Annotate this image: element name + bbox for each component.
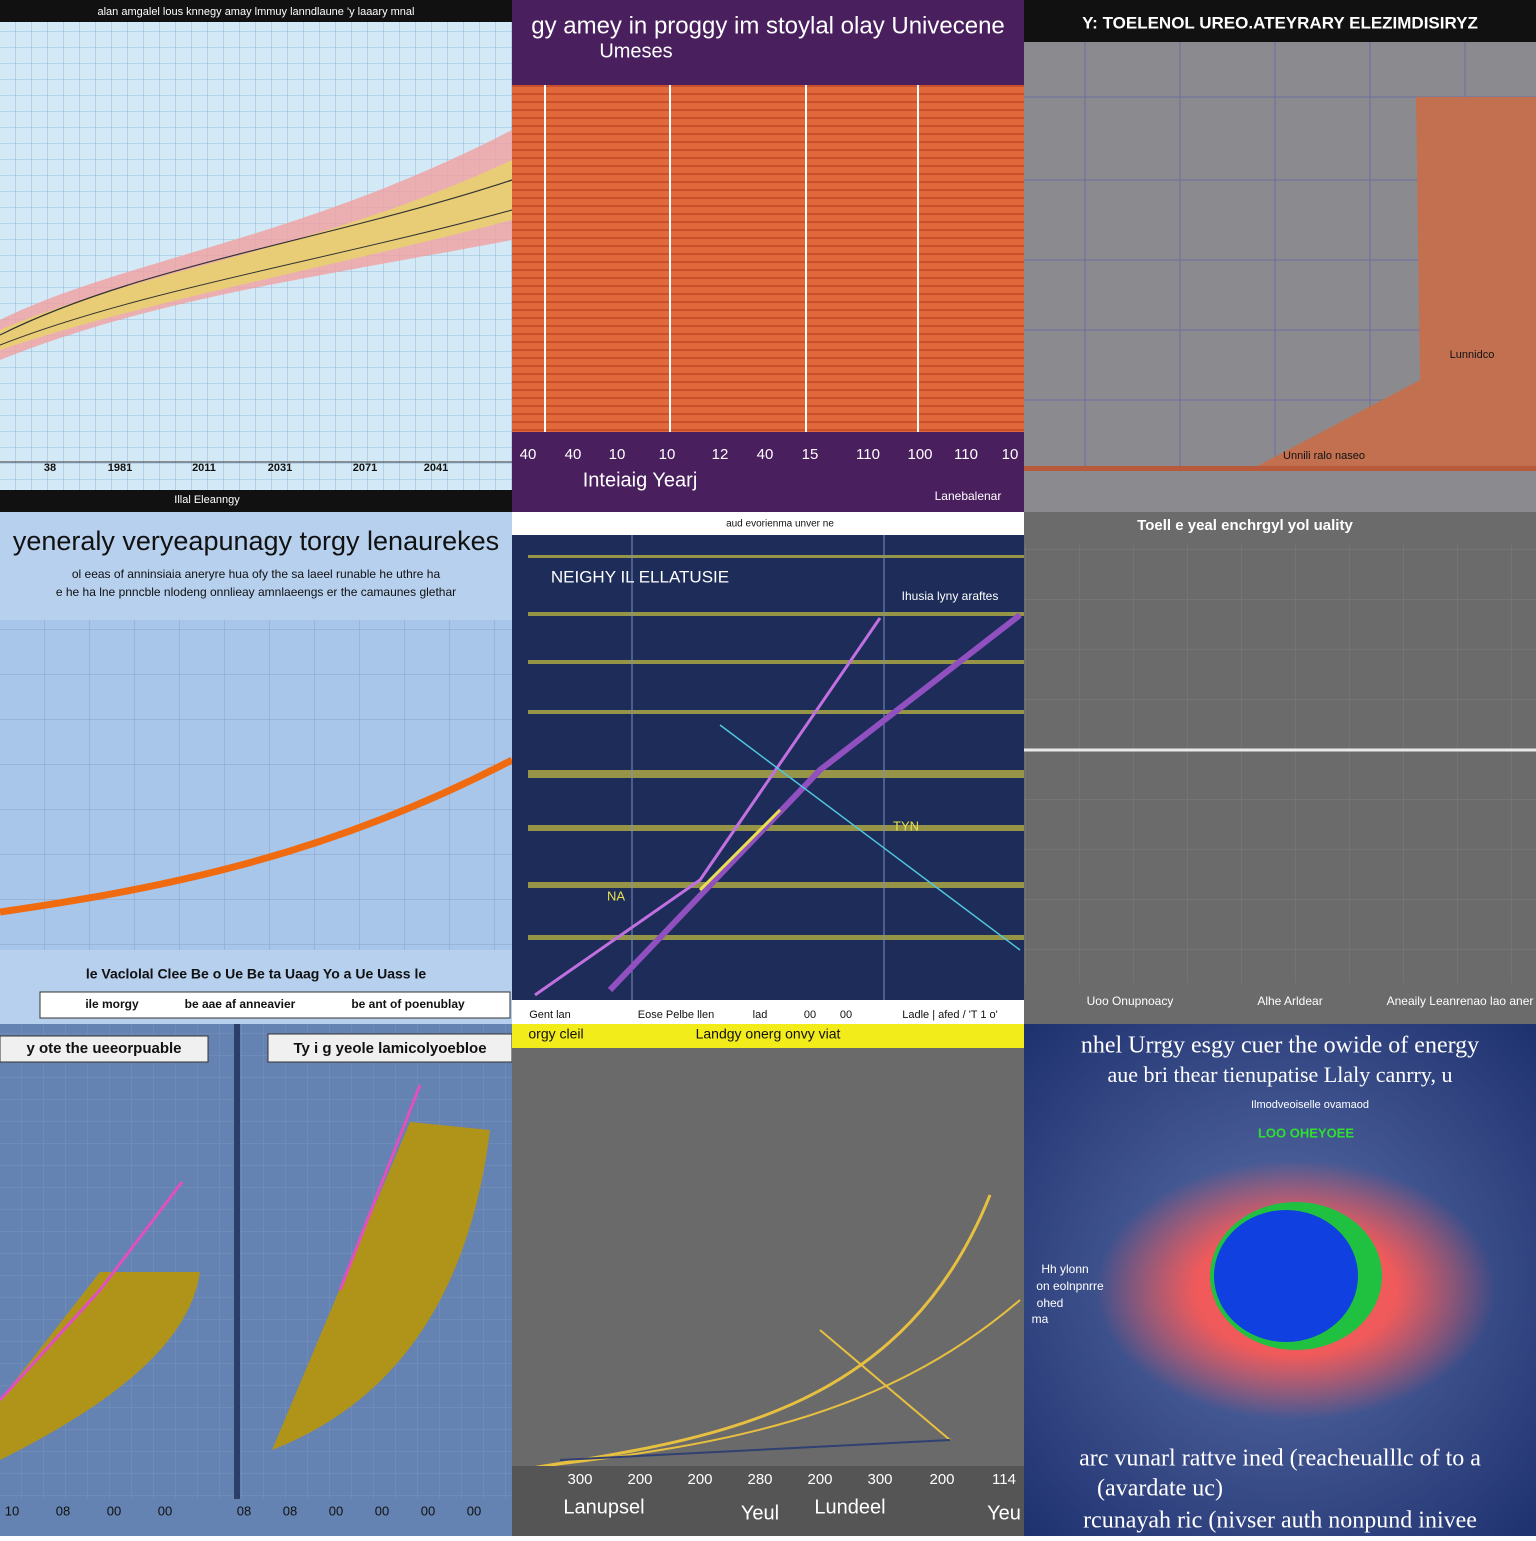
- tick-label: Gent lan: [529, 1009, 571, 1021]
- footer-line: arc vunarl rattve ined (reacheualllc of …: [1079, 1446, 1481, 1472]
- tick-label: 10: [609, 446, 626, 463]
- panel: Y: TOELENOL UREO.ATEYRARY ELEZIMDISIRYZ …: [1024, 0, 1536, 512]
- tick-label: Eose Pelbe llen: [638, 1009, 714, 1021]
- title-line: nhel Urrgy esgy cuer the owide of energy: [1081, 1033, 1479, 1059]
- tick-label: lad: [753, 1009, 768, 1021]
- footer-line: rcunayah ric (nivser auth nonpund inivee: [1083, 1508, 1477, 1534]
- tick-label: 300: [567, 1471, 592, 1488]
- axis-label: Yeul: [741, 1502, 779, 1524]
- panel: nhel Urrgy esgy cuer the owide of energy…: [1024, 1024, 1536, 1536]
- tick-label: 00: [158, 1503, 172, 1518]
- tick-label: 300: [867, 1471, 892, 1488]
- tick-label: 114: [992, 1471, 1016, 1488]
- tick-label: 200: [807, 1471, 832, 1488]
- tick-label: 110: [856, 446, 880, 463]
- panel: alan amgalel lous knnegy amay lmmuy lann…: [0, 0, 513, 512]
- tick-row: le Vaclolal Clee Be o Ue Be ta Uaag Yo a…: [86, 966, 427, 982]
- side-label: ma: [1032, 1312, 1049, 1326]
- panel-title: Y: TOELENOL UREO.ATEYRARY ELEZIMDISIRYZ: [1082, 13, 1478, 32]
- tick-label: 2071: [353, 462, 377, 474]
- tick-label: 00: [329, 1503, 343, 1518]
- inner-title: NEIGHY IL ELLATUSIE: [551, 567, 729, 586]
- tick-label: 08: [56, 1503, 70, 1518]
- tick-label: 200: [627, 1471, 652, 1488]
- tick-label: Ladle | afed / 'T 1 o': [902, 1009, 998, 1021]
- tick-label: 40: [757, 446, 774, 463]
- tick-label: 40: [520, 446, 537, 463]
- panel: aud evorienma unver ne NEIGHY IL ELLATUS…: [512, 512, 1024, 1024]
- title-line: aue bri thear tienupatise Llaly canrry, …: [1108, 1062, 1453, 1087]
- x-label: Alhe Arldear: [1257, 994, 1322, 1008]
- tick-label: 200: [929, 1471, 954, 1488]
- annotation: TYN: [893, 818, 919, 833]
- axis-label: Lanupsel: [563, 1496, 644, 1518]
- annotation: Unnili ralo naseo: [1283, 450, 1365, 462]
- legend-entry: ile morgy: [85, 997, 139, 1011]
- axis-label: Inteiaig Yearj: [583, 469, 698, 491]
- subtitle-line: ol eeas of anninsiaia aneryre hua ofy th…: [72, 567, 441, 581]
- tick-label: 00: [840, 1009, 852, 1021]
- panel-subtitle: Umeses: [599, 40, 672, 62]
- annotation: Ihusia lyny araftes: [902, 589, 999, 603]
- tick-label: 10: [5, 1503, 19, 1518]
- tick-label: 2011: [192, 462, 216, 474]
- tick-label: 280: [747, 1471, 772, 1488]
- tick-label: 00: [107, 1503, 121, 1518]
- tick-label: 200: [687, 1471, 712, 1488]
- panel: yeneraly veryeapunagy torgy lenaurekes o…: [0, 512, 514, 1024]
- tick-label: 1981: [108, 462, 132, 474]
- side-label: on eolnpnrre: [1036, 1279, 1104, 1293]
- tick-label: 15: [802, 446, 819, 463]
- tick-label: 40: [565, 446, 582, 463]
- panel: y ote the ueeorpuable Ty i g yeole lamic…: [0, 1024, 513, 1536]
- x-label: Uoo Onupnoacy: [1087, 994, 1174, 1008]
- tick-label: 00: [375, 1503, 389, 1518]
- footer-line: (avardate uc): [1097, 1476, 1223, 1502]
- panel: gy amey in proggy im stoylal olay Univec…: [512, 0, 1024, 512]
- tick-label: 10: [659, 446, 676, 463]
- subpanel-title: Ty i g yeole lamicolyoebloe: [293, 1040, 486, 1057]
- annotation: NA: [607, 888, 625, 903]
- annotation: Lunnidco: [1450, 349, 1495, 361]
- tick-label: 00: [804, 1009, 816, 1021]
- axis-label: Yeu: [987, 1502, 1021, 1524]
- panel: orgy cleil Landgy onerg onvy viat 300 20…: [512, 1024, 1024, 1536]
- legend-entry: be aae af anneavier: [185, 997, 296, 1011]
- tick-label: 08: [237, 1503, 251, 1518]
- panel-title: Toell e yeal enchrgyl yol uality: [1137, 517, 1353, 534]
- tick-label: 10: [1002, 446, 1019, 463]
- panel-title: gy amey in proggy im stoylal olay Univec…: [531, 12, 1005, 39]
- tick-label: 00: [421, 1503, 435, 1518]
- tick-label: 38: [44, 462, 56, 474]
- tick-label: 110: [954, 446, 978, 463]
- tick-label: 00: [467, 1503, 481, 1518]
- header: Landgy onerg onvy viat: [696, 1026, 841, 1042]
- footer: Illal Eleanngy: [174, 494, 240, 506]
- subtitle-line: e he ha lne pnncble nlodeng onnlieay amn…: [56, 585, 456, 599]
- tick-label: 2031: [268, 462, 292, 474]
- side-label: ohed: [1037, 1296, 1064, 1310]
- header: orgy cleil: [528, 1026, 583, 1042]
- highlight: LOO OHEYOEE: [1258, 1125, 1354, 1140]
- legend-entry: be ant of poenublay: [351, 997, 465, 1011]
- tick-label: 12: [712, 446, 729, 463]
- subtitle: Ilmodveoiselle ovamaod: [1251, 1099, 1369, 1111]
- panel: Toell e yeal enchrgyl yol uality Uoo Onu…: [1024, 512, 1536, 1024]
- side-label: Hh ylonn: [1041, 1262, 1088, 1276]
- panel-title: aud evorienma unver ne: [726, 519, 834, 530]
- tick-label: 08: [283, 1503, 297, 1518]
- footer: Lanebalenar: [935, 489, 1002, 503]
- subpanel-title: y ote the ueeorpuable: [26, 1040, 181, 1057]
- tick-label: 100: [907, 446, 932, 463]
- panel-title: yeneraly veryeapunagy torgy lenaurekes: [13, 526, 499, 556]
- x-label: Aneaily Leanrenao lao aner: [1387, 994, 1534, 1008]
- axis-label: Lundeel: [814, 1496, 885, 1518]
- panel-title: alan amgalel lous knnegy amay lmmuy lann…: [98, 6, 415, 18]
- tick-label: 2041: [424, 462, 448, 474]
